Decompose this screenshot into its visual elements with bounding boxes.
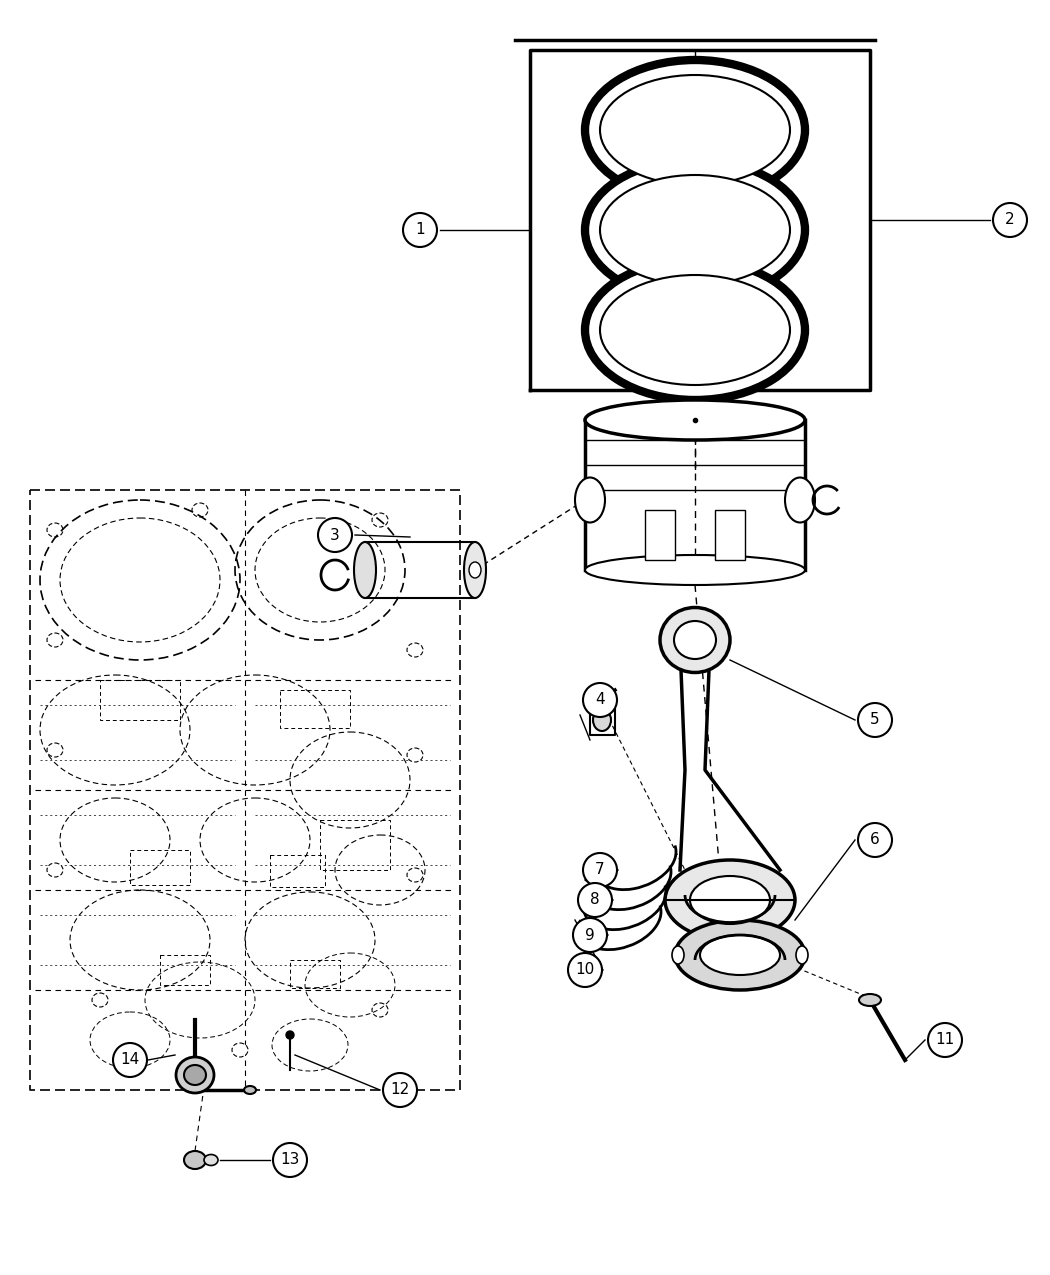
Ellipse shape (660, 607, 730, 672)
Ellipse shape (244, 1086, 256, 1094)
Ellipse shape (672, 946, 684, 964)
Bar (130, 850, 190, 885)
Ellipse shape (575, 478, 605, 523)
Ellipse shape (585, 60, 805, 200)
Text: 1: 1 (415, 223, 425, 237)
Ellipse shape (674, 621, 716, 659)
Circle shape (583, 853, 617, 887)
Text: 4: 4 (595, 692, 605, 708)
Ellipse shape (372, 1003, 388, 1017)
Text: 3: 3 (330, 528, 340, 542)
Text: 6: 6 (870, 833, 880, 848)
Circle shape (578, 884, 612, 917)
Circle shape (858, 703, 892, 737)
Ellipse shape (593, 709, 611, 731)
Ellipse shape (47, 863, 63, 877)
Circle shape (403, 213, 437, 247)
Circle shape (573, 918, 607, 952)
Ellipse shape (690, 876, 770, 924)
Ellipse shape (600, 275, 790, 385)
Ellipse shape (469, 562, 481, 578)
Ellipse shape (354, 542, 376, 598)
Ellipse shape (407, 643, 423, 657)
Circle shape (568, 952, 602, 987)
Ellipse shape (184, 1151, 206, 1169)
Ellipse shape (176, 1057, 214, 1093)
Circle shape (273, 1142, 307, 1177)
Bar (320, 820, 390, 870)
Ellipse shape (192, 504, 208, 516)
Ellipse shape (47, 523, 63, 537)
Ellipse shape (372, 513, 388, 527)
Ellipse shape (585, 400, 805, 440)
Text: 5: 5 (870, 713, 880, 728)
Ellipse shape (204, 1154, 218, 1165)
Text: 2: 2 (1005, 213, 1014, 227)
Ellipse shape (47, 632, 63, 646)
Circle shape (383, 1074, 417, 1107)
Text: 12: 12 (391, 1082, 410, 1098)
Circle shape (993, 203, 1027, 237)
Ellipse shape (232, 1043, 248, 1057)
Ellipse shape (600, 175, 790, 286)
Ellipse shape (859, 994, 881, 1006)
Text: 7: 7 (595, 862, 605, 877)
Ellipse shape (286, 1031, 294, 1039)
Ellipse shape (407, 868, 423, 882)
Bar (280, 690, 350, 728)
Ellipse shape (464, 542, 486, 598)
Ellipse shape (796, 946, 808, 964)
Ellipse shape (600, 75, 790, 185)
Ellipse shape (407, 748, 423, 762)
Ellipse shape (585, 159, 805, 300)
Ellipse shape (700, 935, 780, 975)
Text: 9: 9 (585, 927, 595, 942)
Circle shape (583, 683, 617, 717)
Bar (645, 510, 675, 560)
Text: 14: 14 (121, 1052, 140, 1067)
Ellipse shape (184, 1065, 206, 1085)
Ellipse shape (665, 861, 795, 940)
Circle shape (318, 518, 352, 552)
Text: 10: 10 (575, 963, 594, 978)
Bar (290, 960, 340, 988)
Bar (100, 680, 180, 720)
Bar (715, 510, 746, 560)
Ellipse shape (47, 743, 63, 757)
Ellipse shape (585, 555, 805, 585)
Circle shape (928, 1023, 962, 1057)
Circle shape (858, 822, 892, 857)
Ellipse shape (92, 993, 108, 1007)
Bar (160, 955, 210, 986)
Bar (270, 856, 326, 887)
Text: 8: 8 (590, 892, 600, 908)
Text: 13: 13 (280, 1153, 299, 1168)
Text: 11: 11 (936, 1033, 954, 1048)
Circle shape (113, 1043, 147, 1077)
Ellipse shape (585, 260, 805, 400)
Ellipse shape (785, 478, 815, 523)
Ellipse shape (675, 921, 805, 989)
